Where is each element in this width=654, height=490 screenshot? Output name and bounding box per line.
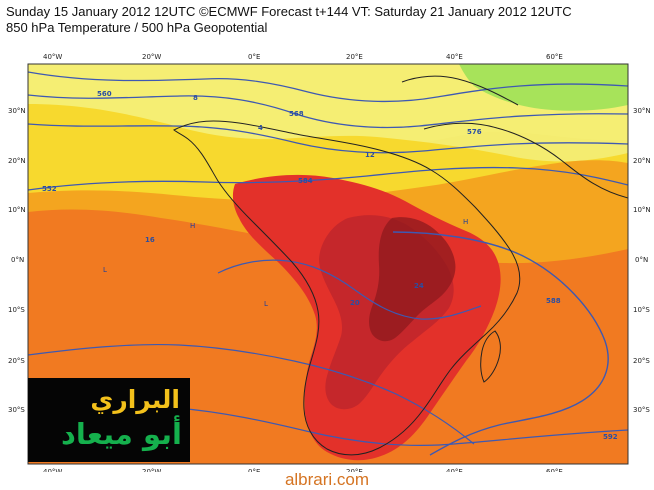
contour-label: 560 xyxy=(97,90,112,98)
lat-tick-right: 30°N xyxy=(633,107,651,115)
lon-tick-bottom: 40°W xyxy=(43,468,62,472)
contour-label: 16 xyxy=(145,236,155,244)
forecast-title-line-1: Sunday 15 January 2012 12UTC ©ECMWF Fore… xyxy=(6,4,572,19)
lat-tick-left: 20°N xyxy=(8,157,26,165)
pressure-mark-l: L xyxy=(264,300,268,308)
lat-tick-right: 10°S xyxy=(633,306,650,314)
contour-label: 12 xyxy=(365,151,375,159)
logo-text-top: البراري xyxy=(90,385,180,414)
lon-tick-bottom: 60°E xyxy=(546,468,563,472)
pressure-mark-h: H xyxy=(190,222,195,230)
lat-tick-right: 0°N xyxy=(635,256,648,264)
contour-label: 4 xyxy=(258,124,263,132)
lon-tick-top: 60°E xyxy=(546,53,563,61)
latitude-ticks-left: 30°N 20°N 10°N 0°N 10°S 20°S 30°S xyxy=(8,107,26,414)
logo-text-bottom: أبو ميعاد xyxy=(60,417,182,451)
lat-tick-left: 10°N xyxy=(8,206,26,214)
coastlines xyxy=(173,75,628,456)
pressure-mark-l: L xyxy=(103,266,107,274)
lat-tick-right: 20°N xyxy=(633,157,651,165)
lon-tick-top: 20°E xyxy=(346,53,363,61)
latitude-ticks-right: 30°N 20°N 10°N 0°N 10°S 20°S 30°S xyxy=(633,107,651,414)
lat-tick-left: 20°S xyxy=(8,357,25,365)
lon-tick-bottom: 20°W xyxy=(142,468,161,472)
contour-label-layer: 552 560 568 576 584 588 592 4 8 12 16 20… xyxy=(42,90,618,441)
forecast-header: Sunday 15 January 2012 12UTC ©ECMWF Fore… xyxy=(6,4,646,36)
lat-tick-left: 0°N xyxy=(11,256,24,264)
contour-label: 552 xyxy=(42,185,57,193)
contour-label: 584 xyxy=(298,177,313,185)
lat-tick-left: 30°N xyxy=(8,107,26,115)
lon-tick-top: 0°E xyxy=(248,53,260,61)
map-frame xyxy=(27,63,629,465)
site-footer: albrari.com xyxy=(284,470,370,489)
lon-tick-bottom: 20°E xyxy=(346,468,363,472)
lat-tick-right: 20°S xyxy=(633,357,650,365)
lon-tick-bottom: 0°E xyxy=(248,468,260,472)
hottest-core xyxy=(369,217,456,342)
longitude-ticks-top: 40°W 20°W 0°E 20°E 40°E 60°E xyxy=(43,53,563,61)
contour-label: 568 xyxy=(289,110,304,118)
longitude-ticks-bottom: 40°W 20°W 0°E 20°E 40°E 60°E xyxy=(43,468,563,472)
contour-label: 20 xyxy=(350,299,360,307)
lat-tick-right: 30°S xyxy=(633,406,650,414)
cold-air-region xyxy=(459,64,628,111)
forecast-title-line-2: 850 hPa Temperature / 500 hPa Geopotenti… xyxy=(6,20,268,35)
lat-tick-left: 30°S xyxy=(8,406,25,414)
lon-tick-top: 40°E xyxy=(446,53,463,61)
contour-label: 576 xyxy=(467,128,482,136)
pressure-mark-h: H xyxy=(463,218,468,226)
contour-label: 24 xyxy=(414,282,424,290)
contour-label: 8 xyxy=(193,94,198,102)
contour-label: 588 xyxy=(546,297,561,305)
lat-tick-left: 10°S xyxy=(8,306,25,314)
lon-tick-top: 20°W xyxy=(142,53,161,61)
lon-tick-bottom: 40°E xyxy=(446,468,463,472)
albrari-logo-overlay: البراري أبو ميعاد xyxy=(28,378,190,462)
pressure-symbols: H L H L xyxy=(103,218,468,308)
lat-tick-right: 10°N xyxy=(633,206,651,214)
lon-tick-top: 40°W xyxy=(43,53,62,61)
contour-label: 592 xyxy=(603,433,618,441)
